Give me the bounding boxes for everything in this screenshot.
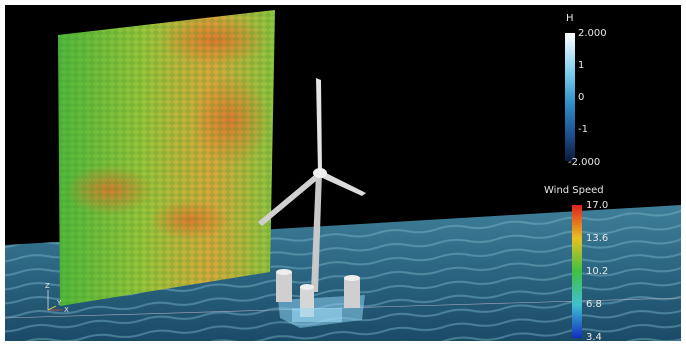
colorbar-wind-speed: Wind Speed 17.0 13.6 10.2 6.8 3.4 [544,185,608,343]
colorbar-tick-label: 17.0 [586,200,608,211]
colorbar-tick-label: 0 [578,92,584,103]
colorbar-title: Wind Speed [544,185,604,196]
turbine [258,78,366,292]
colorbar-tick-label: 3.4 [586,332,602,343]
colorbar-tick-label: 1 [578,60,584,71]
colorbar-title: H [566,13,574,24]
axes-triad: Z Y X [45,282,69,314]
axis-label: Z [45,282,50,290]
floating-platform [276,269,365,328]
colorbar-h: H 2.000 1 0 -1 -2.000 [565,13,607,168]
axis-label: Y [56,299,62,307]
colorbar-tick-label: 6.8 [586,299,602,310]
axis-label: X [64,306,69,314]
colorbar-tick-label: -2.000 [568,157,600,168]
colorbar-tick-label: -1 [578,124,588,135]
colorbar-tick-label: 13.6 [586,233,608,244]
wind-field [58,10,275,306]
colorbar-tick-label: 2.000 [578,28,607,39]
colorbar-tick-label: 10.2 [586,266,608,277]
